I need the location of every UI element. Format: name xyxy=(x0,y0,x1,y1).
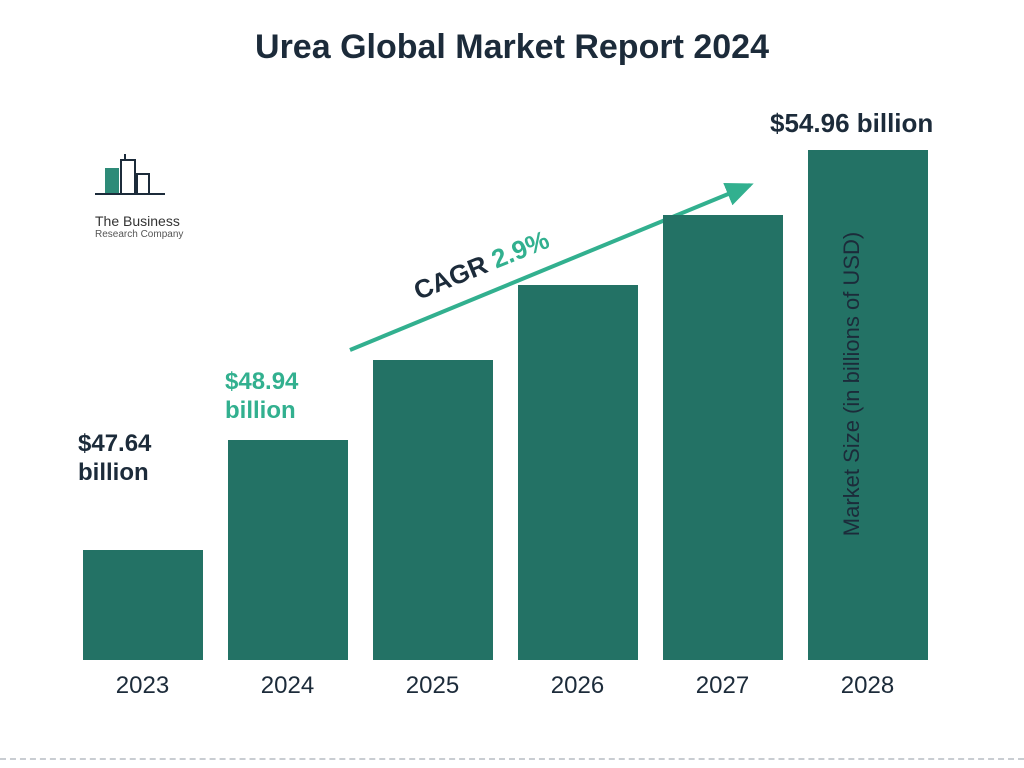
page-root: Urea Global Market Report 2024 The Busin… xyxy=(0,0,1024,768)
bar xyxy=(518,285,638,660)
chart-area: CAGR 2.9% $47.64 billion $48.94 billion … xyxy=(70,100,940,720)
bar-label-2028: $54.96 billion xyxy=(770,108,933,139)
bar xyxy=(373,360,493,660)
bar-slot xyxy=(808,150,928,660)
x-axis-label: 2024 xyxy=(228,672,348,700)
chart-title: Urea Global Market Report 2024 xyxy=(0,28,1024,67)
y-axis-label: Market Size (in billions of USD) xyxy=(839,232,865,536)
bar-slot xyxy=(663,215,783,660)
bar xyxy=(808,150,928,660)
bar-slot xyxy=(373,360,493,660)
x-axis-label: 2025 xyxy=(373,672,493,700)
x-axis-label: 2028 xyxy=(808,672,928,700)
x-axis-labels: 2023 2024 2025 2026 2027 2028 xyxy=(70,672,940,700)
bar xyxy=(83,550,203,660)
bar-slot xyxy=(228,440,348,660)
bar xyxy=(228,440,348,660)
bar-slot xyxy=(518,285,638,660)
x-axis-label: 2023 xyxy=(83,672,203,700)
x-axis-label: 2027 xyxy=(663,672,783,700)
x-axis-label: 2026 xyxy=(518,672,638,700)
bar-slot xyxy=(83,550,203,660)
bar xyxy=(663,215,783,660)
footer-dashed-rule xyxy=(0,758,1024,760)
bars-container xyxy=(70,140,940,660)
